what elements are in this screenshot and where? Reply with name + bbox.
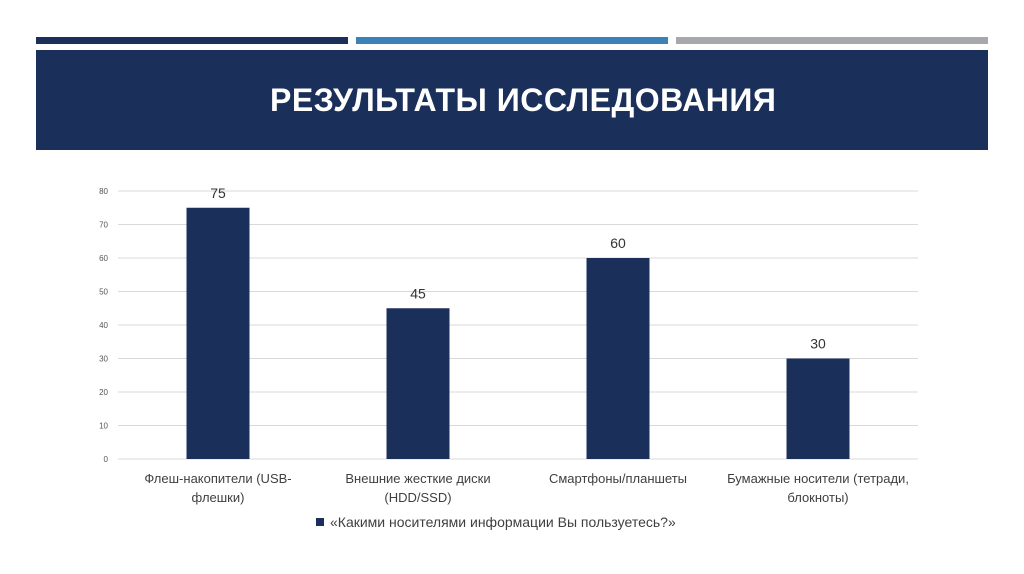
data-label: 60 — [610, 235, 626, 251]
slide-title: РЕЗУЛЬТАТЫ ИССЛЕДОВАНИЯ — [270, 81, 777, 118]
x-category-label: флешки) — [192, 490, 245, 505]
x-category-label: Флеш-накопители (USB- — [144, 471, 291, 486]
y-tick-label: 50 — [99, 288, 108, 297]
y-tick-label: 10 — [99, 422, 108, 431]
y-tick-label: 40 — [99, 321, 108, 330]
data-label: 75 — [210, 185, 226, 201]
title-banner: РЕЗУЛЬТАТЫ ИССЛЕДОВАНИЯ — [36, 50, 988, 150]
x-category-label: (HDD/SSD) — [384, 490, 451, 505]
x-category-label: Бумажные носители (тетради, — [727, 471, 909, 486]
y-tick-label: 70 — [99, 221, 108, 230]
x-category-label: Внешние жесткие диски — [345, 471, 490, 486]
y-tick-label: 80 — [99, 187, 108, 196]
accent-stripe-blue — [356, 37, 668, 44]
y-tick-label: 0 — [104, 455, 109, 464]
data-label: 30 — [810, 336, 826, 352]
bar — [586, 258, 650, 459]
legend-label: «Какими носителями информации Вы пользуе… — [330, 514, 676, 530]
accent-stripe-gray — [676, 37, 988, 44]
legend-swatch — [316, 518, 324, 526]
y-tick-label: 20 — [99, 388, 108, 397]
bar — [386, 308, 450, 459]
x-category-label: блокноты) — [787, 490, 848, 505]
bar — [186, 207, 250, 459]
y-tick-label: 60 — [99, 254, 108, 263]
y-tick-label: 30 — [99, 355, 108, 364]
data-label: 45 — [410, 285, 426, 301]
x-category-label: Смартфоны/планшеты — [549, 471, 687, 486]
accent-stripe-dark — [36, 37, 348, 44]
bar — [786, 358, 850, 459]
